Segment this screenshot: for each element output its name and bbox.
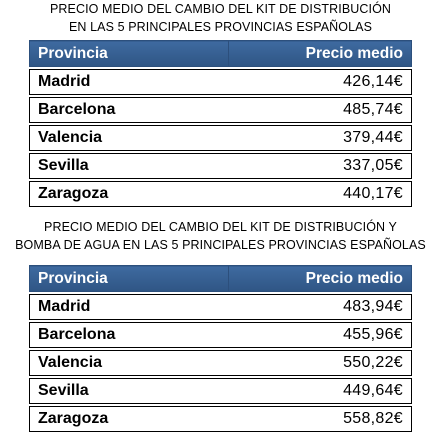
province-cell: Valencia <box>29 125 229 151</box>
price-table: Provincia Precio medio Madrid 426,14€ Ba… <box>29 40 413 207</box>
price-cell: 485,74€ <box>228 97 413 123</box>
table-row: Sevilla 337,05€ <box>29 153 413 179</box>
province-cell: Madrid <box>29 69 229 95</box>
price-cell: 449,64€ <box>228 378 413 404</box>
price-cell: 550,22€ <box>228 350 413 376</box>
caption-line-1: PRECIO MEDIO DEL CAMBIO DEL KIT DE DISTR… <box>44 220 397 234</box>
province-cell: Madrid <box>29 294 229 320</box>
price-cell: 455,96€ <box>228 322 413 348</box>
province-cell: Sevilla <box>29 153 229 179</box>
price-cell: 426,14€ <box>228 69 413 95</box>
price-table-section-1: PRECIO MEDIO DEL CAMBIO DEL KIT DE DISTR… <box>0 0 441 207</box>
table-header-row: Provincia Precio medio <box>29 40 413 67</box>
table-header-row: Provincia Precio medio <box>29 265 413 292</box>
province-cell: Sevilla <box>29 378 229 404</box>
table-caption: PRECIO MEDIO DEL CAMBIO DEL KIT DE DISTR… <box>0 218 441 254</box>
column-header-provincia: Provincia <box>29 265 229 292</box>
price-cell: 379,44€ <box>228 125 413 151</box>
table-row: Valencia 379,44€ <box>29 125 413 151</box>
price-table: Provincia Precio medio Madrid 483,94€ Ba… <box>29 265 413 432</box>
province-cell: Barcelona <box>29 322 229 348</box>
price-table-section-2: PRECIO MEDIO DEL CAMBIO DEL KIT DE DISTR… <box>0 218 441 432</box>
table-row: Sevilla 449,64€ <box>29 378 413 404</box>
province-cell: Barcelona <box>29 97 229 123</box>
province-cell: Zaragoza <box>29 181 229 207</box>
caption-line-2: EN LAS 5 PRINCIPALES PROVINCIAS ESPAÑOLA… <box>68 20 373 34</box>
table-row: Valencia 550,22€ <box>29 350 413 376</box>
price-cell: 483,94€ <box>228 294 413 320</box>
column-header-provincia: Provincia <box>29 40 229 67</box>
caption-line-1: PRECIO MEDIO DEL CAMBIO DEL KIT DE DISTR… <box>49 2 392 16</box>
price-cell: 337,05€ <box>228 153 413 179</box>
table-caption: PRECIO MEDIO DEL CAMBIO DEL KIT DE DISTR… <box>0 0 441 36</box>
table-row: Madrid 426,14€ <box>29 69 413 95</box>
province-cell: Valencia <box>29 350 229 376</box>
table-row: Barcelona 485,74€ <box>29 97 413 123</box>
price-cell: 440,17€ <box>228 181 413 207</box>
caption-line-2: BOMBA DE AGUA EN LAS 5 PRINCIPALES PROVI… <box>15 238 426 252</box>
table-row: Madrid 483,94€ <box>29 294 413 320</box>
column-header-precio-medio: Precio medio <box>227 40 413 67</box>
table-row: Barcelona 455,96€ <box>29 322 413 348</box>
price-cell: 558,82€ <box>228 406 413 432</box>
column-header-precio-medio: Precio medio <box>227 265 413 292</box>
table-row: Zaragoza 440,17€ <box>29 181 413 207</box>
table-row: Zaragoza 558,82€ <box>29 406 413 432</box>
province-cell: Zaragoza <box>29 406 229 432</box>
